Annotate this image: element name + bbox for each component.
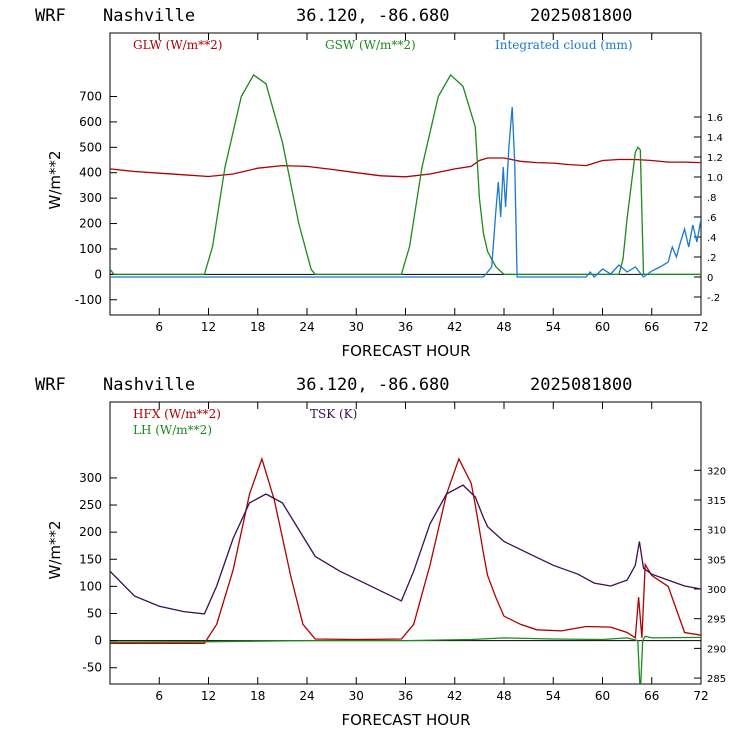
panel1-ylabel: W/m**2 <box>46 150 64 209</box>
panel2-y2tick-label: 310 <box>707 526 726 537</box>
panel1-xtick-label: 12 <box>201 320 216 334</box>
panel1-y2tick-label: .4 <box>707 233 717 244</box>
panel1-plot: 6 12 18 24 30 36 42 48 54 60 66 72 -100 0 100 200 300 400… <box>75 32 723 334</box>
panel1-y2tick-label: 1.2 <box>707 153 723 164</box>
panel2-xtick-label: 18 <box>250 689 265 703</box>
panel1-y2tick-label: 1.4 <box>707 133 723 144</box>
panel2-legend-hfx: HFX (W/m**2) <box>133 407 221 421</box>
panel2-y2tick-label: 290 <box>707 644 726 655</box>
panel1-y2tick-label: 1.6 <box>707 113 723 124</box>
panel2-y2tick-label: 305 <box>707 555 726 566</box>
panel1-y2tick-label: -.2 <box>707 293 720 304</box>
panel2-ytick-label: 50 <box>87 607 102 621</box>
panel1-y2tick-label: 1.0 <box>707 173 723 184</box>
panel1-xtick-label: 66 <box>644 320 659 334</box>
panel2-xtick-label: 48 <box>496 689 511 703</box>
panel2-model-label: WRF <box>35 375 66 395</box>
panel1-y2tick-label: .6 <box>707 213 717 224</box>
panel2-plot: 6 12 18 24 30 36 42 48 54 60 66 72 -50 0 50 100 150 200 25… <box>79 401 726 703</box>
panel1-xtick-label: 42 <box>447 320 462 334</box>
panel2-series-tsk-line <box>110 484 701 615</box>
panel1-series-integrated-line <box>110 106 701 278</box>
panel1-ytick-label: 200 <box>79 217 102 231</box>
panel1-coords-label: 36.120, -86.680 <box>296 6 450 26</box>
panel1-y2tick-label: .2 <box>707 253 717 264</box>
panel1-series-glw-line <box>110 157 701 178</box>
panel2-y2tick-label: 300 <box>707 585 726 596</box>
panel2-xtick-label: 12 <box>201 689 216 703</box>
panel2-y2tick-label: 285 <box>707 674 726 685</box>
panel1-xtick-label: 72 <box>693 320 708 334</box>
panel1-legend-glw: GLW (W/m**2) <box>133 38 222 52</box>
panel1-xlabel: FORECAST HOUR <box>341 342 470 360</box>
panel1-date-label: 2025081800 <box>530 6 632 26</box>
panel1-legend-gsw: GSW (W/m**2) <box>325 38 416 52</box>
panel1-ytick-label: 600 <box>79 115 102 129</box>
panel1-ytick-label: 700 <box>79 90 102 104</box>
panel1-location-label: Nashville <box>103 6 195 26</box>
panel1-model-label: WRF <box>35 6 66 26</box>
panel2-xtick-label: 42 <box>447 689 462 703</box>
panel1-ytick-label: 500 <box>79 140 102 154</box>
panel1-ytick-label: 0 <box>94 267 102 281</box>
panel2-ytick-label: 100 <box>79 579 102 593</box>
panel1-ytick-label: 100 <box>79 242 102 256</box>
panel2-ytick-label: -50 <box>82 661 102 675</box>
panel1-xtick-label: 48 <box>496 320 511 334</box>
panel2-xtick-label: 72 <box>693 689 708 703</box>
panel2-xtick-label: 24 <box>299 689 314 703</box>
panel2-xtick-label: 30 <box>349 689 364 703</box>
panel2-ytick-label: 150 <box>79 552 102 566</box>
panel2-series-lh-line <box>110 635 701 684</box>
panel2-date-label: 2025081800 <box>530 375 632 395</box>
panel1-xtick-label: 60 <box>595 320 610 334</box>
panel1-ytick-label: 300 <box>79 191 102 205</box>
panel2-legend-lh: LH (W/m**2) <box>133 423 212 437</box>
panel1-series-gsw-line <box>110 73 701 276</box>
panel2-y2tick-label: 295 <box>707 615 726 626</box>
panel2-xlabel: FORECAST HOUR <box>341 711 470 729</box>
panel2-ytick-label: 300 <box>79 471 102 485</box>
panel1-y2tick-label: 0 <box>707 273 713 284</box>
panel1-xtick-label: 18 <box>250 320 265 334</box>
panel2-xtick-label: 6 <box>155 689 163 703</box>
panel2-legend-tsk: TSK (K) <box>310 407 357 421</box>
panel2-xtick-label: 36 <box>398 689 413 703</box>
panel2-xtick-label: 66 <box>644 689 659 703</box>
panel2-ylabel: W/m**2 <box>46 520 64 579</box>
panel1-xtick-label: 24 <box>299 320 314 334</box>
panel1-xtick-label: 54 <box>546 320 561 334</box>
panel2-ytick-label: 0 <box>94 634 102 648</box>
panel1-ytick-label: -100 <box>75 293 102 307</box>
panel2-ytick-label: 200 <box>79 525 102 539</box>
panel1-xtick-label: 6 <box>155 320 163 334</box>
panel2-y2tick-label: 315 <box>707 496 726 507</box>
panel1-legend-cloud: Integrated cloud (mm) <box>495 38 633 52</box>
panel2-coords-label: 36.120, -86.680 <box>296 375 450 395</box>
panel2-xtick-label: 60 <box>595 689 610 703</box>
panel1-y2tick-label: .8 <box>707 193 717 204</box>
panel2-y2tick-label: 320 <box>707 466 726 477</box>
panel1-ytick-label: 400 <box>79 166 102 180</box>
panel2-ytick-label: 250 <box>79 498 102 512</box>
panel2-location-label: Nashville <box>103 375 195 395</box>
panel2-xtick-label: 54 <box>546 689 561 703</box>
panel1-xtick-label: 36 <box>398 320 413 334</box>
panel1-xtick-label: 30 <box>349 320 364 334</box>
panel2-series-hfx-line <box>110 456 701 644</box>
